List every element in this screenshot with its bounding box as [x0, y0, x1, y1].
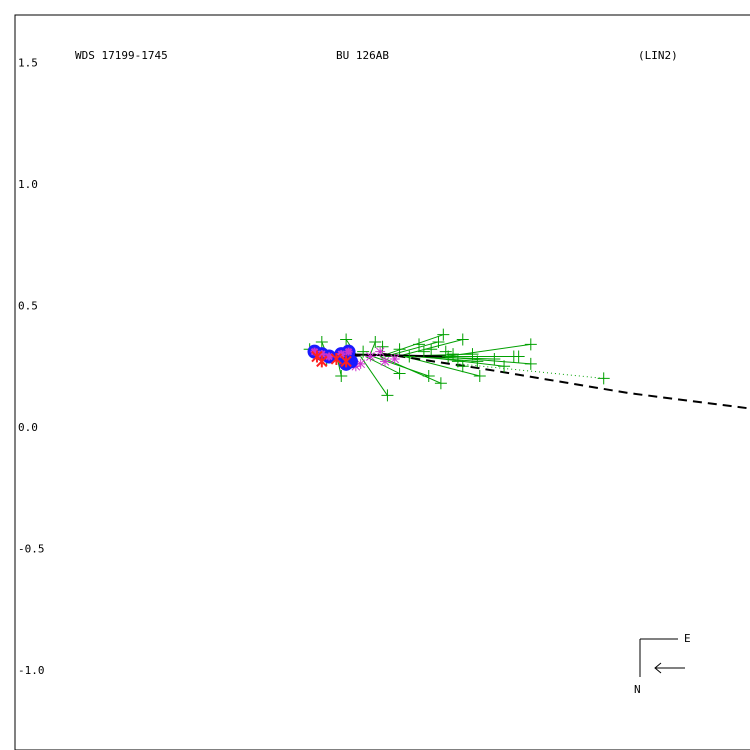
- micrometer-point: [393, 343, 406, 356]
- residual-line: [414, 356, 478, 362]
- header-left: WDS 17199-1745: [75, 49, 168, 62]
- micrometer-point: [434, 377, 447, 390]
- residual-line: [438, 356, 531, 365]
- residual-line: [379, 334, 444, 358]
- header-center: BU 126AB: [336, 49, 389, 62]
- micrometer-point: [437, 328, 450, 341]
- residual-line: [365, 356, 400, 374]
- micrometer-point: [393, 367, 406, 380]
- micrometer-point: [524, 357, 537, 370]
- speckle-overlay-star: [317, 350, 326, 359]
- micrometer-point: [466, 348, 479, 361]
- recent-point: [340, 355, 352, 368]
- y-tick-label: 0.5: [18, 300, 38, 313]
- residual-line-dotted: [457, 363, 604, 379]
- interferometry-point: [365, 351, 376, 362]
- y-tick-label: 1.0: [18, 178, 38, 191]
- observation-marks: [303, 328, 610, 402]
- speckle-overlay-star: [325, 352, 334, 361]
- speckle-overlay-star: [310, 347, 319, 356]
- interferometry-point: [375, 346, 386, 357]
- residual-line: [397, 339, 463, 358]
- micrometer-point: [498, 360, 511, 373]
- interferometry-point: [389, 353, 400, 364]
- y-tick-label: -1.0: [18, 664, 45, 677]
- micrometer-point: [524, 338, 537, 351]
- motion-arrow-head: [654, 662, 662, 674]
- micrometer-point: [456, 333, 469, 346]
- interferometry-point: [380, 356, 390, 367]
- micrometer-point: [451, 355, 464, 368]
- micrometer-point: [340, 333, 353, 346]
- y-tick-label: 0.0: [18, 421, 38, 434]
- interferometry-point: [355, 358, 366, 369]
- recent-point: [330, 352, 343, 365]
- micrometer-point: [488, 352, 501, 365]
- plot-frame: [14, 14, 750, 750]
- orbit-dashed-line: [341, 353, 750, 410]
- micrometer-point: [597, 372, 610, 385]
- micrometer-point: [315, 335, 328, 348]
- micrometer-point: [335, 369, 348, 382]
- micrometer-point: [381, 389, 394, 402]
- micrometer-point: [403, 350, 416, 363]
- micrometer-point: [413, 338, 426, 351]
- residual-line: [360, 356, 388, 396]
- compass: E N: [634, 632, 691, 696]
- micrometer-point: [473, 369, 486, 382]
- compass-north-label: N: [634, 683, 641, 696]
- compass-east-label: E: [684, 632, 691, 645]
- residual-line: [369, 341, 376, 355]
- micrometer-point: [369, 335, 382, 348]
- y-axis-ticks: 1.5 1.0 0.5 0.0 -0.5 -1.0: [18, 57, 45, 678]
- residual-line: [384, 341, 439, 358]
- micrometer-point: [432, 335, 445, 348]
- micrometer-point: [376, 340, 389, 353]
- header-right: (LIN2): [638, 49, 678, 62]
- micrometer-point: [422, 369, 435, 382]
- micrometer-point: [447, 348, 460, 361]
- micrometer-point: [357, 345, 370, 358]
- micrometer-point: [471, 355, 484, 368]
- micrometer-point: [507, 350, 520, 363]
- residual-line: [372, 356, 429, 377]
- micrometer-point: [456, 360, 469, 373]
- micrometer-point: [417, 345, 430, 358]
- recent-point: [316, 355, 328, 368]
- y-tick-label: 1.5: [18, 57, 38, 70]
- speckle-overlay-star: [344, 347, 353, 356]
- micrometer-point: [442, 350, 455, 363]
- micrometer-point: [439, 345, 452, 358]
- y-tick-label: -0.5: [18, 543, 45, 556]
- micrometer-point: [425, 343, 438, 356]
